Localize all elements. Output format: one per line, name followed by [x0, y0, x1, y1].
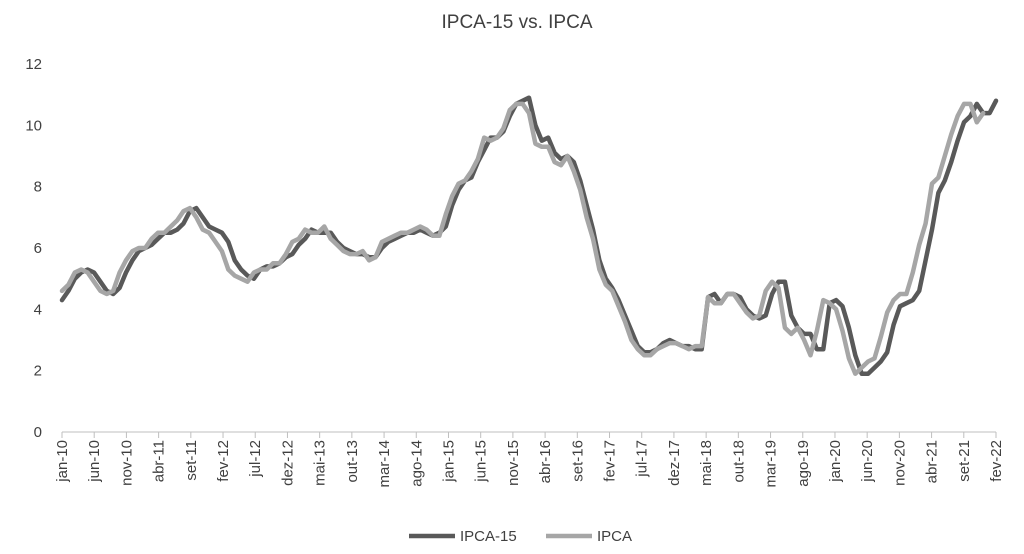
x-tick-label: nov-15	[505, 440, 522, 486]
x-tick-label: mar-14	[376, 440, 393, 488]
x-axis: jan-10 jun-10 nov-10 abr-11 set-11 fev-12 jul-…	[54, 431, 1005, 488]
x-tick-label: out-18	[730, 440, 747, 483]
x-tick-label: ago-14	[408, 440, 425, 487]
x-tick-label: out-13	[344, 440, 361, 483]
plot-area	[59, 95, 999, 376]
x-tick-label: abr-16	[537, 440, 554, 483]
x-tick-label: jul-12	[247, 440, 264, 478]
legend: IPCA-15 IPCA	[409, 528, 632, 545]
x-tick-label: jan-15	[440, 440, 457, 483]
series-line-ipca	[59, 101, 986, 376]
y-tick-label: 2	[34, 363, 42, 380]
y-tick-label: 4	[34, 301, 42, 318]
x-tick-label: mar-19	[763, 440, 780, 488]
legend-label: IPCA	[597, 528, 632, 545]
y-tick-label: 8	[34, 179, 42, 196]
x-tick-label: mai-18	[698, 440, 715, 486]
x-tick-label: set-16	[569, 440, 586, 482]
y-tick-label: 6	[34, 240, 42, 257]
y-tick-label: 12	[25, 56, 42, 73]
x-tick-label: jul-17	[634, 440, 651, 478]
y-tick-label: 0	[34, 424, 42, 441]
x-tick-label: fev-12	[215, 440, 232, 482]
x-tick-label: jan-10	[54, 440, 71, 483]
x-tick-label: fev-22	[988, 440, 1005, 482]
x-tick-label: nov-20	[891, 440, 908, 486]
series-line-ipca-15	[59, 95, 999, 376]
x-tick-label: ago-19	[795, 440, 812, 487]
x-tick-label: dez-17	[666, 440, 683, 486]
x-tick-label: nov-10	[118, 440, 135, 486]
x-tick-label: jun-15	[473, 440, 490, 483]
y-tick-label: 10	[25, 117, 42, 134]
x-tick-label: jan-20	[827, 440, 844, 483]
x-tick-label: mai-13	[312, 440, 329, 486]
x-tick-label: jun-20	[859, 440, 876, 483]
legend-label: IPCA-15	[460, 528, 517, 545]
x-tick-label: jun-10	[86, 440, 103, 483]
x-tick-label: set-11	[183, 440, 200, 481]
x-tick-label: abr-11	[151, 440, 168, 482]
x-tick-label: fev-17	[602, 440, 619, 482]
y-axis: 0 2 4 6 8 10 12	[25, 56, 42, 441]
chart-title: IPCA-15 vs. IPCA	[442, 12, 593, 33]
x-tick-label: dez-12	[279, 440, 296, 486]
x-tick-label: set-21	[956, 440, 973, 482]
x-tick-label: abr-21	[924, 440, 941, 483]
